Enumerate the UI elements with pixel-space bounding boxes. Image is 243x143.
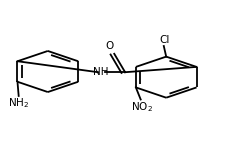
Text: NH: NH	[93, 67, 109, 77]
Text: O: O	[106, 41, 114, 51]
Text: NO$_2$: NO$_2$	[131, 100, 153, 114]
Text: NH$_2$: NH$_2$	[8, 97, 29, 110]
Text: Cl: Cl	[160, 35, 170, 45]
